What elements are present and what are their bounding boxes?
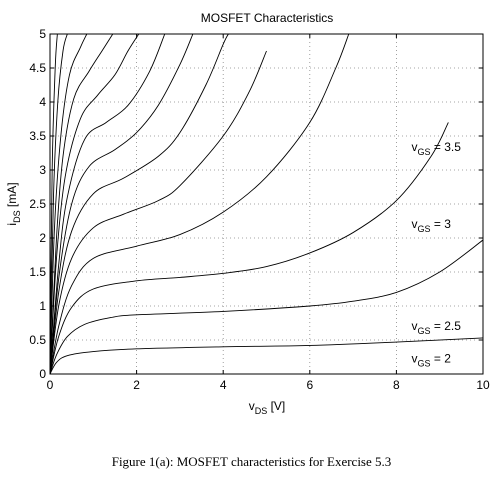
x-axis-label-unit: [V] xyxy=(267,399,285,413)
x-axis-label-main: v xyxy=(249,399,255,413)
series-line xyxy=(50,34,68,374)
y-tick-label: 5 xyxy=(39,27,46,41)
y-tick-label: 1.5 xyxy=(29,265,46,279)
series-line xyxy=(50,34,88,374)
annotation-main: v xyxy=(412,140,418,154)
ticks: 0 2 4 6 8 10 0 0.5 1 1.5 2 2.5 3 3.5 4 4.5 5 xyxy=(29,27,490,392)
annotation-main: v xyxy=(412,217,418,231)
series-line xyxy=(50,34,229,374)
series-line xyxy=(50,50,267,374)
x-tick-label: 8 xyxy=(393,378,400,392)
y-tick-label: 2 xyxy=(39,231,46,245)
curve-annotation: vGS = 3 xyxy=(412,217,452,234)
x-tick-label: 2 xyxy=(133,378,140,392)
series-line xyxy=(50,34,114,374)
annotation-value: = 2.5 xyxy=(431,319,462,333)
series-line xyxy=(50,34,166,374)
curve-annotation: vGS = 2.5 xyxy=(412,319,462,336)
y-tick-label: 3.5 xyxy=(29,129,46,143)
curve-annotation: vGS = 3.5 xyxy=(412,140,462,157)
x-axis-label-sub: DS xyxy=(255,406,268,416)
series-group xyxy=(50,34,483,374)
series-line xyxy=(50,34,58,374)
y-tick-label: 2.5 xyxy=(29,197,46,211)
y-tick-label: 4.5 xyxy=(29,61,46,75)
x-tick-label: 0 xyxy=(47,378,54,392)
annotation-value: = 2 xyxy=(431,351,452,365)
series-line xyxy=(50,34,350,374)
annotation-sub: GS xyxy=(418,326,431,336)
y-axis-label-sub: DS xyxy=(12,210,22,223)
annotation-sub: GS xyxy=(418,358,431,368)
grid xyxy=(50,34,483,374)
x-tick-label: 10 xyxy=(476,378,490,392)
annotation-value: = 3 xyxy=(431,217,452,231)
series-line xyxy=(50,239,483,374)
y-tick-label: 3 xyxy=(39,163,46,177)
series-line xyxy=(50,122,449,374)
y-tick-label: 0 xyxy=(39,367,46,381)
x-tick-label: 4 xyxy=(220,378,227,392)
series-line xyxy=(50,34,194,374)
annotation-main: v xyxy=(412,351,418,365)
x-axis-label: vDS [V] xyxy=(249,399,286,416)
y-axis-label: iDS [mA] xyxy=(5,182,22,225)
x-tick-label: 6 xyxy=(306,378,313,392)
y-tick-label: 1 xyxy=(39,299,46,313)
chart-title: MOSFET Characteristics xyxy=(201,11,333,25)
annotation-main: v xyxy=(412,319,418,333)
annotation-sub: GS xyxy=(418,147,431,157)
y-tick-label: 0.5 xyxy=(29,333,46,347)
series-line xyxy=(50,34,140,374)
y-tick-label: 4 xyxy=(39,95,46,109)
y-axis-label-unit: [mA] xyxy=(5,182,19,210)
annotation-sub: GS xyxy=(418,224,431,234)
chart: MOSFET Characteristics 0 2 4 6 8 10 0 0.5 1 1.5 2 2… xyxy=(5,11,490,416)
y-axis-label-main: i xyxy=(5,223,19,226)
annotation-value: = 3.5 xyxy=(431,140,462,154)
series-line xyxy=(50,337,483,374)
figure-caption: Figure 1(a): MOSFET characteristics for … xyxy=(111,454,392,469)
curve-annotation: vGS = 2 xyxy=(412,351,452,368)
